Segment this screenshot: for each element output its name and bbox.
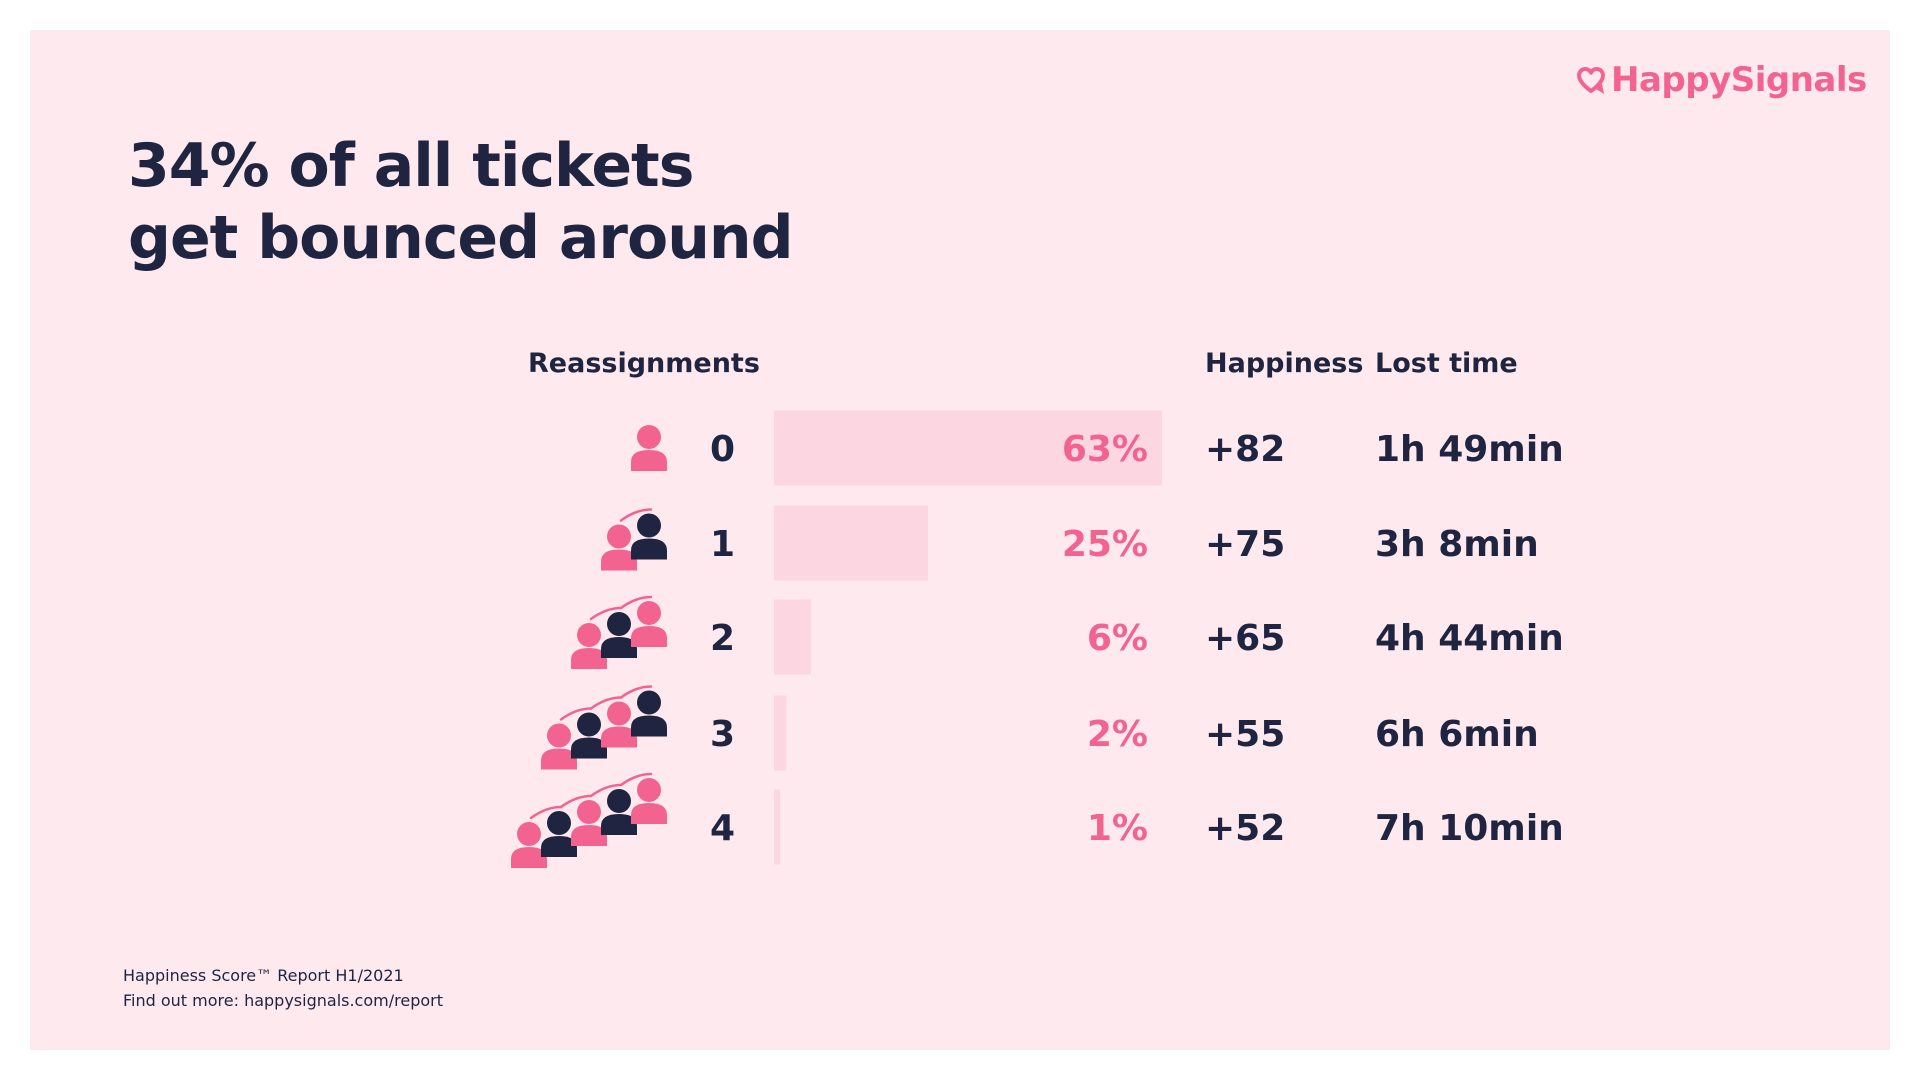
person-icon [631, 601, 667, 647]
person-icon [571, 800, 607, 846]
happiness-header: Happiness [1205, 348, 1364, 379]
person-icon [631, 425, 667, 471]
bar-value-label: 1% [1087, 808, 1148, 849]
category-label: 4 [710, 808, 735, 849]
title-line-2: get bounced around [128, 203, 794, 273]
happiness-value: +82 [1205, 429, 1285, 470]
handoff-arc [529, 805, 563, 820]
person-icon [511, 822, 547, 868]
person-icon [601, 612, 637, 658]
bar-value-label: 6% [1087, 618, 1148, 659]
person-icon [601, 789, 637, 835]
handoff-arc [559, 707, 593, 721]
category-label: 2 [710, 618, 735, 659]
lost-time-value: 1h 49min [1375, 429, 1564, 470]
handoff-arc [619, 595, 653, 610]
person-icon [601, 701, 637, 748]
bar-0 [774, 410, 1162, 486]
person-icon [631, 690, 667, 737]
page-title: 34% of all tickets get bounced around [128, 130, 794, 274]
bar-value-label: 63% [1062, 429, 1148, 470]
lost-time-value: 4h 44min [1375, 618, 1564, 659]
brand-name: HappySignals [1611, 60, 1867, 100]
footer-report: Happiness Score™ Report H1/2021 [123, 966, 404, 985]
lost-time-value: 7h 10min [1375, 808, 1564, 849]
person-icon [601, 524, 637, 571]
bar-3 [774, 695, 787, 771]
happiness-value: +52 [1205, 808, 1285, 849]
bar-1 [774, 505, 928, 581]
category-label: 1 [710, 524, 735, 565]
footer-link: Find out more: happysignals.com/report [123, 991, 443, 1010]
lost-time-value: 6h 6min [1375, 714, 1539, 755]
person-icon [541, 723, 577, 770]
handoff-arc [619, 508, 653, 522]
heart-bubble-icon [1577, 67, 1605, 94]
lost-time-header: Lost time [1375, 348, 1518, 379]
category-label: 0 [710, 429, 735, 470]
bar-2 [774, 599, 811, 675]
bar-4 [774, 789, 781, 865]
brand-logo: HappySignals [1575, 60, 1867, 100]
happiness-value: +55 [1205, 714, 1285, 755]
handoff-arc [589, 696, 623, 710]
category-label: 3 [710, 714, 735, 755]
bar-value-label: 25% [1062, 524, 1148, 565]
handoff-arc [619, 685, 653, 699]
lost-time-value: 3h 8min [1375, 524, 1539, 565]
happiness-value: +65 [1205, 618, 1285, 659]
title-line-1: 34% of all tickets [128, 131, 694, 201]
person-icon [631, 513, 667, 560]
reassignments-header: Reassignments [528, 348, 760, 379]
handoff-arc [619, 772, 653, 787]
report-card [30, 30, 1890, 1050]
footer: Happiness Score™ Report H1/2021 Find out… [123, 963, 443, 1013]
person-icon [571, 712, 607, 759]
happiness-value: +75 [1205, 524, 1285, 565]
handoff-arc [559, 794, 593, 809]
handoff-arc [589, 606, 623, 621]
person-icon [571, 623, 607, 669]
person-icon [631, 778, 667, 824]
bar-value-label: 2% [1087, 714, 1148, 755]
handoff-arc [589, 783, 623, 798]
person-icon [541, 811, 577, 857]
